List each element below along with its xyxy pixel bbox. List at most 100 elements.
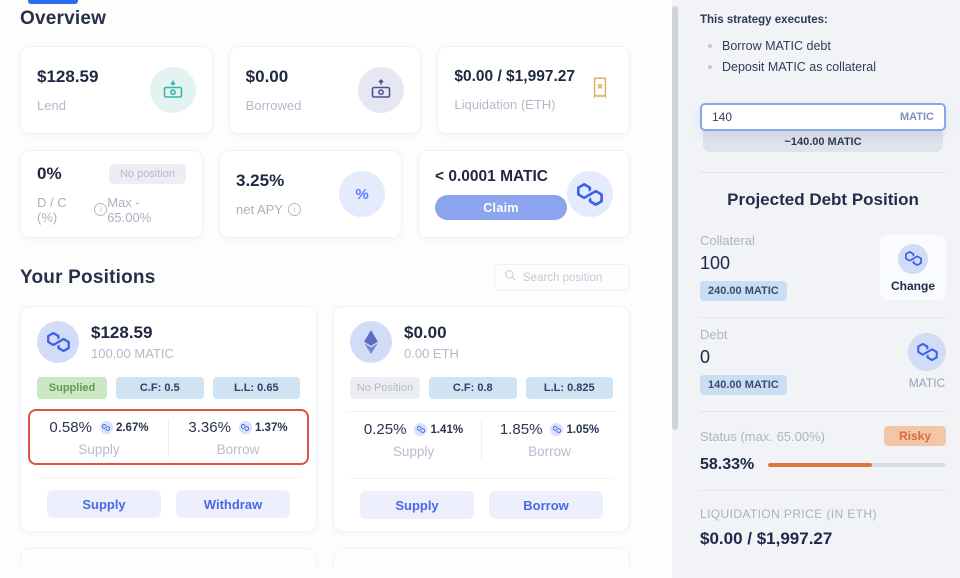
dc-ratio-card: 0% No position D / C (%) Max - 65.00% — [20, 150, 203, 238]
supply-apy: 0.25% — [363, 421, 407, 438]
strategy-item-label: Deposit MATIC as collateral — [722, 60, 876, 74]
info-icon[interactable] — [94, 203, 108, 216]
change-collateral-button[interactable]: Change — [880, 234, 946, 300]
overview-title: Overview — [20, 8, 107, 29]
supply-reward-apy: 1.41% — [430, 423, 464, 436]
net-apy-card: 3.25% net APY — [219, 150, 402, 238]
debt-block: Debt 0 140.00 MATIC MATIC — [700, 318, 946, 407]
change-label: Change — [890, 278, 935, 293]
positions-header: Your Positions — [20, 264, 630, 291]
eth-icon — [350, 321, 392, 363]
status-progress-bar — [768, 463, 946, 467]
risky-badge: Risky — [883, 426, 946, 446]
matic-icon — [99, 421, 113, 434]
liquidation-block: LIQUIDATION PRICE (IN ETH) $0.00 / $1,99… — [700, 507, 946, 549]
net-apy-label: net APY — [236, 202, 283, 217]
vertical-scrollbar[interactable] — [672, 0, 678, 578]
position-balance: 0.00 ETH — [404, 346, 459, 361]
position-card-eth: $0.00 0.00 ETH No Position C.F: 0.8 L.L:… — [333, 306, 630, 532]
borrow-rate-block: 1.85% 1.05% Borrow — [482, 421, 617, 459]
status-block: Status (max. 65.00%) Risky 58.33% — [700, 426, 946, 488]
borrow-reward-apy: 1.05% — [566, 423, 600, 436]
positions-row: $128.59 100.00 MATIC Supplied C.F: 0.5 L… — [20, 306, 630, 532]
liquidation-price-label: LIQUIDATION PRICE (IN ETH) — [700, 507, 877, 521]
debt-label: Debt — [700, 327, 728, 342]
matic-icon — [414, 423, 428, 436]
rewards-value: < 0.0001 MATIC — [435, 168, 548, 185]
amount-input-group: MATIC ~140.00 MATIC — [700, 103, 946, 152]
search-position-input[interactable] — [523, 271, 620, 284]
matic-icon — [550, 423, 564, 436]
status-label: Status (max. 65.00%) — [700, 428, 825, 444]
collateral-block: Collateral 100 240.00 MATIC Change — [700, 224, 946, 313]
rates-box: 0.25% 1.41% Supply 1.85% 1.05% Borrow — [346, 411, 617, 466]
supply-button[interactable]: Supply — [360, 491, 474, 519]
bullet-icon — [708, 65, 712, 69]
lend-value: $128.59 — [37, 67, 99, 86]
supply-apy: 0.58% — [49, 419, 92, 436]
borrow-apy: 1.85% — [499, 421, 543, 438]
money-in-icon — [149, 67, 196, 113]
position-usd-value: $0.00 — [404, 323, 447, 342]
partial-card — [20, 548, 317, 570]
bullet-icon — [708, 44, 712, 48]
liquidation-price-value: $0.00 / $1,997.27 — [700, 529, 833, 548]
collateral-value: 100 — [700, 253, 731, 273]
positions-title: Your Positions — [20, 266, 156, 288]
borrow-rate-label: Borrow — [528, 444, 571, 459]
partial-next-row — [20, 548, 630, 570]
lend-card: $128.59 Lend — [20, 46, 213, 134]
debt-token: MATIC — [908, 332, 946, 390]
borrow-button[interactable]: Borrow — [489, 491, 603, 519]
matic-icon — [908, 332, 946, 371]
borrow-rate-block: 3.36% 1.37% Borrow — [169, 419, 307, 457]
liquidation-label: Liquidation (ETH) — [454, 97, 556, 112]
money-out-icon — [358, 67, 405, 113]
percent-icon — [339, 171, 385, 217]
amount-input-wrapper[interactable]: MATIC — [700, 103, 946, 131]
collateral-amount-badge: 240.00 MATIC — [700, 281, 787, 301]
rates-highlight-box: 0.58% 2.67% Supply 3.36% 1.37% Borrow — [28, 409, 309, 465]
borrow-apy: 3.36% — [188, 419, 231, 436]
supply-rate-label: Supply — [392, 444, 435, 459]
liquidation-limit-badge: L.L: 0.825 — [525, 377, 613, 399]
borrow-reward-apy: 1.37% — [254, 421, 288, 434]
matic-icon — [238, 421, 252, 434]
liquidation-card: $0.00 / $1,997.27 Liquidation (ETH) — [437, 46, 631, 134]
info-icon[interactable] — [287, 203, 301, 216]
status-progress-fill — [768, 463, 872, 467]
claim-button[interactable]: Claim — [435, 195, 567, 220]
withdraw-button[interactable]: Withdraw — [176, 490, 290, 518]
partial-card — [333, 548, 630, 570]
scrollbar-thumb[interactable] — [672, 6, 678, 430]
matic-icon — [567, 171, 613, 217]
amount-approx-label: ~140.00 MATIC — [703, 131, 943, 152]
rewards-card: < 0.0001 MATIC Claim — [418, 150, 630, 238]
receipt-icon — [587, 75, 613, 106]
lend-label: Lend — [37, 98, 66, 113]
collateral-label: Collateral — [700, 233, 755, 248]
borrow-rate-label: Borrow — [216, 442, 260, 457]
overview-card-row: $128.59 Lend $0.00 Borrowed — [20, 46, 631, 134]
strategy-item: Borrow MATIC debt — [708, 39, 946, 53]
supply-button[interactable]: Supply — [47, 490, 161, 518]
status-percent: 58.33% — [700, 456, 755, 473]
strategy-list: Borrow MATIC debt Deposit MATIC as colla… — [700, 39, 946, 74]
no-position-badge: No Position — [350, 377, 420, 399]
collateral-factor-badge: C.F: 0.8 — [429, 377, 517, 399]
divider — [700, 317, 946, 318]
max-ltv-label: Max - 65.00% — [107, 194, 152, 225]
top-edge-artifact — [28, 0, 78, 4]
search-icon — [504, 269, 517, 287]
liquidation-limit-badge: L.L: 0.65 — [212, 377, 300, 399]
supply-rate-block: 0.25% 1.41% Supply — [346, 421, 482, 459]
divider — [700, 490, 946, 491]
overview-stat-row: 0% No position D / C (%) Max - 65.00% 3.… — [20, 150, 630, 238]
matic-icon — [898, 243, 928, 274]
amount-input[interactable] — [712, 110, 832, 124]
strategy-sidebar: This strategy executes: Borrow MATIC deb… — [678, 0, 960, 578]
dc-ratio-value: 0% — [37, 163, 62, 183]
amount-unit-label: MATIC — [899, 111, 934, 123]
net-apy-value: 3.25% — [236, 171, 285, 190]
search-position-box[interactable] — [494, 264, 630, 291]
